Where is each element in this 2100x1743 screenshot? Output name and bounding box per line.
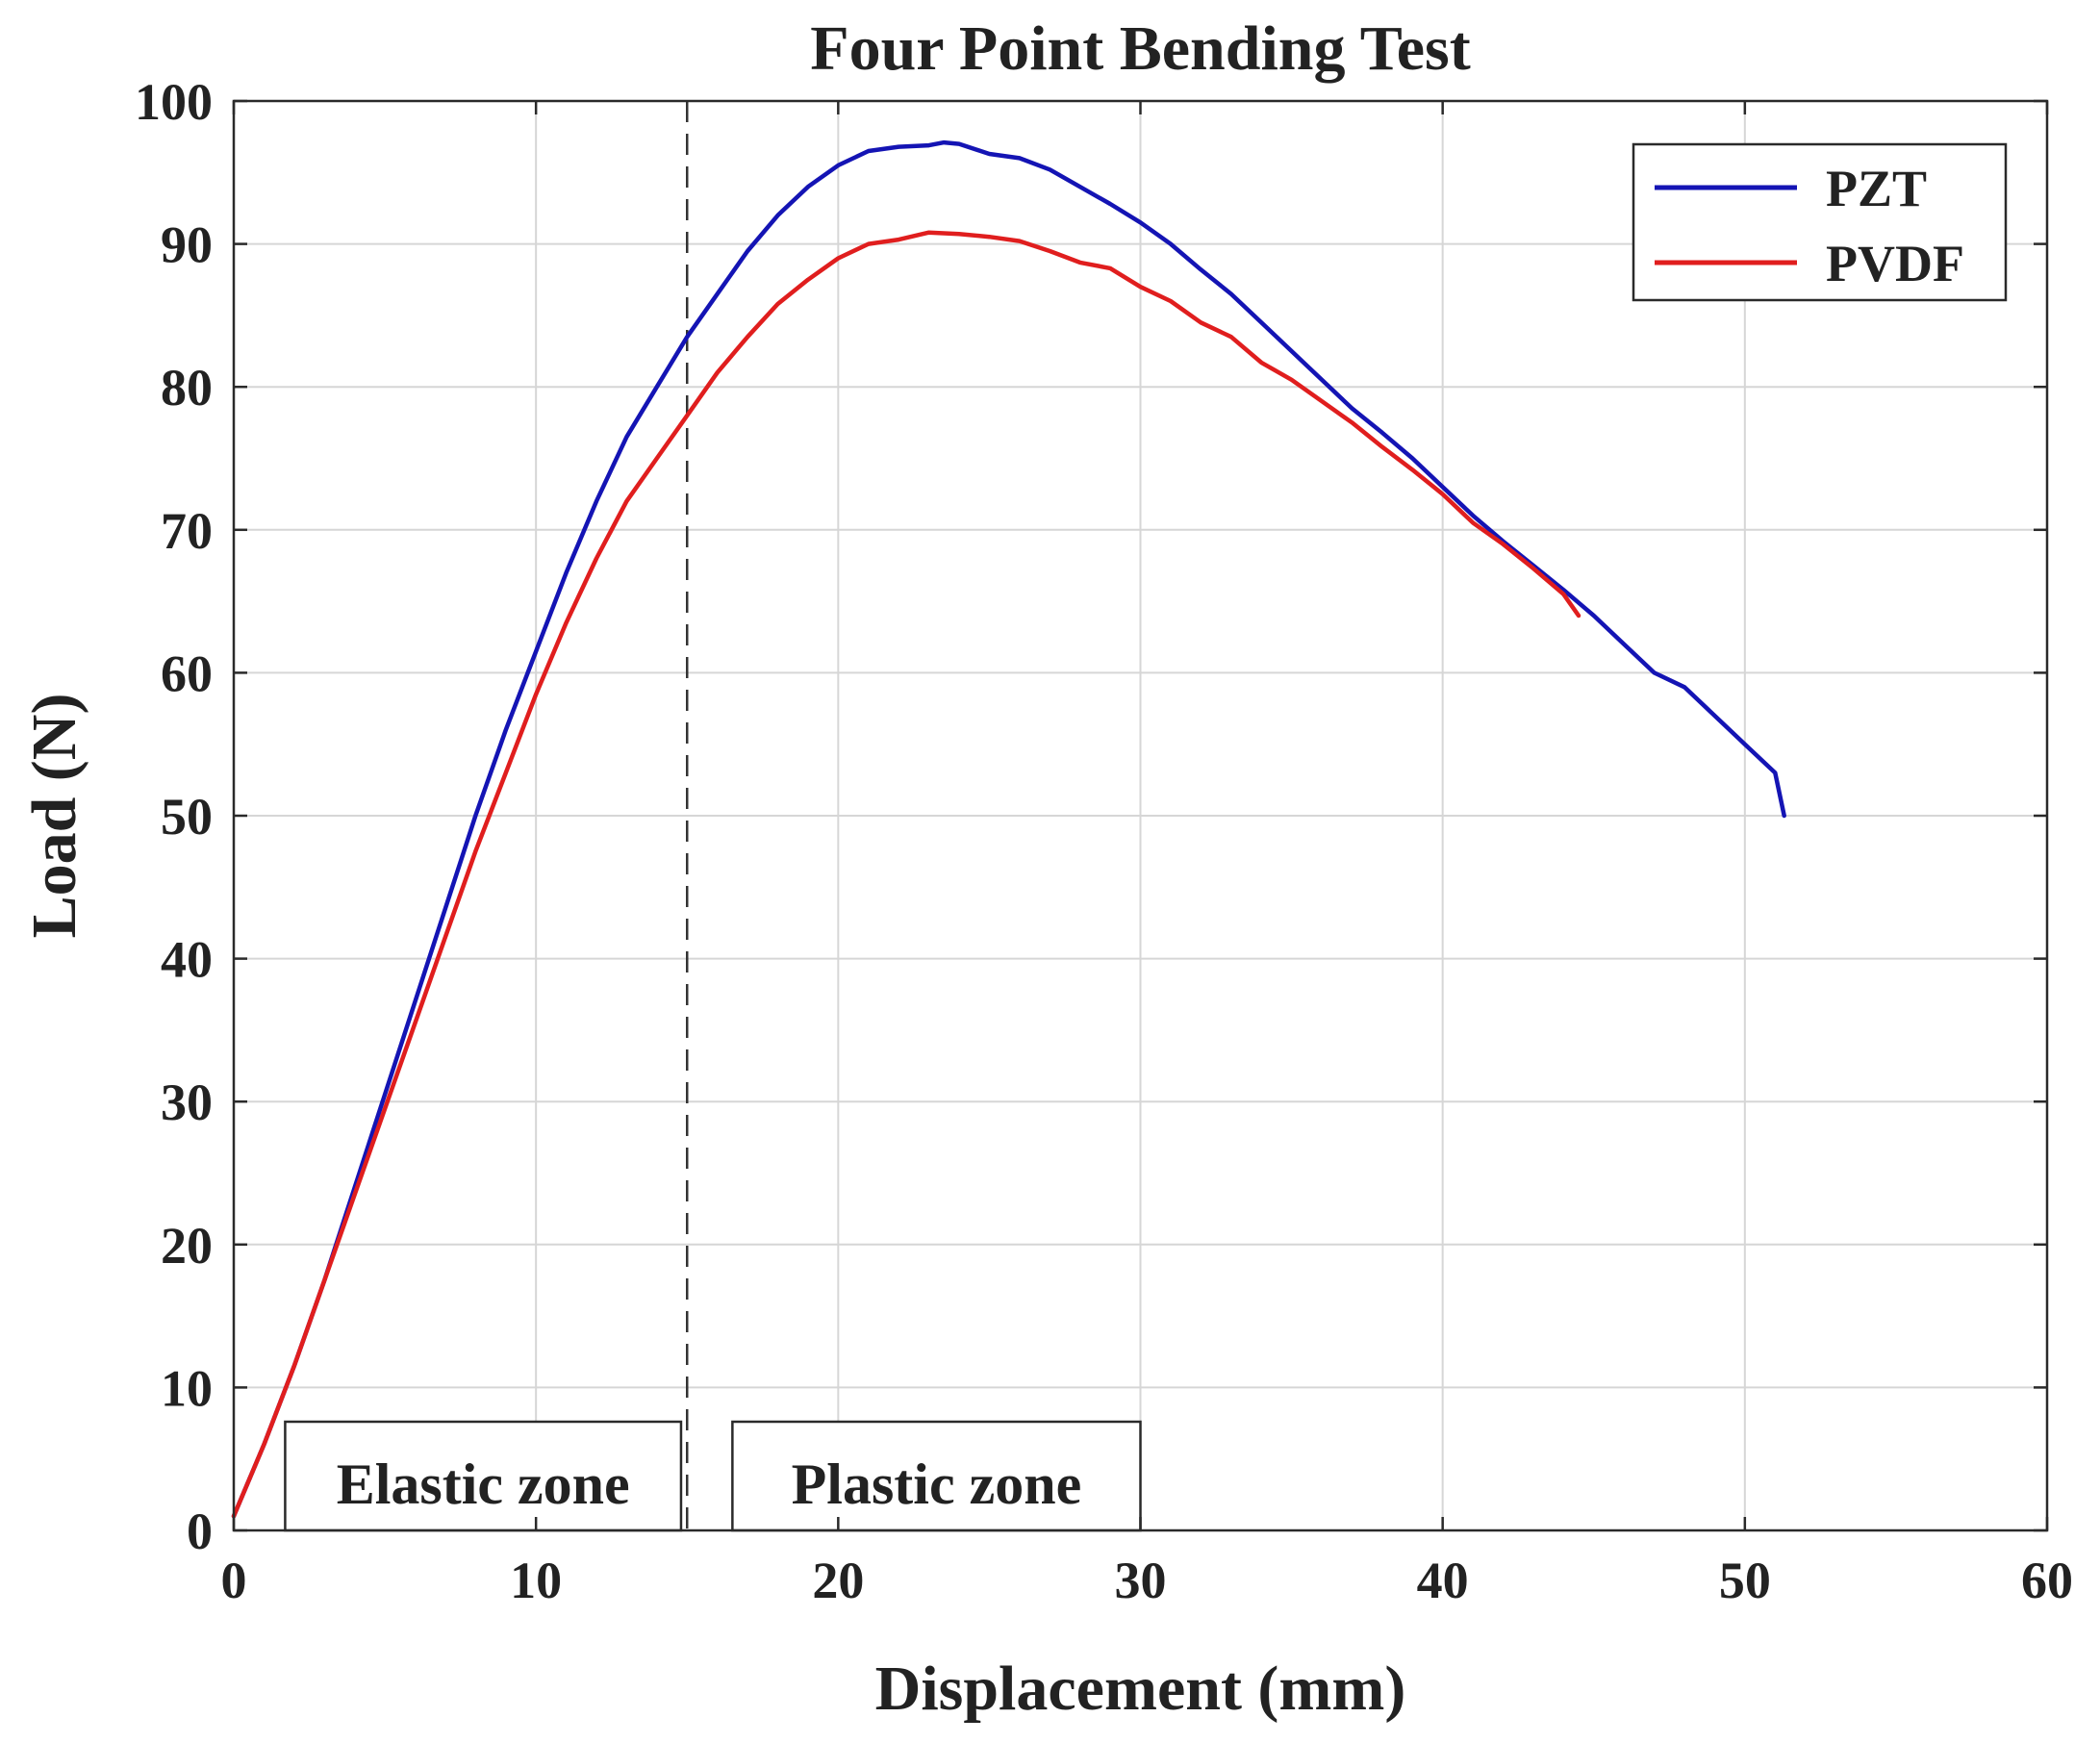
legend-label: PVDF [1826, 235, 1964, 292]
y-tick-label: 30 [161, 1074, 213, 1131]
zone-annotation: Plastic zone [731, 1420, 1142, 1532]
y-tick-label: 50 [161, 788, 213, 846]
x-tick-label: 30 [1115, 1552, 1167, 1609]
chart-title: Four Point Bending Test [810, 13, 1470, 84]
y-tick-label: 40 [161, 931, 213, 989]
zone-annotation: Elastic zone [284, 1420, 683, 1532]
y-axis-label: Load (N) [19, 694, 89, 939]
legend-item: PVDF [1655, 235, 1964, 292]
x-tick-label: 20 [812, 1552, 864, 1609]
y-tick-label: 60 [161, 644, 213, 702]
legend-item: PZT [1655, 160, 1927, 217]
series-line-pzt [231, 139, 1786, 1519]
grid [234, 101, 2047, 1530]
x-tick-label: 10 [510, 1552, 562, 1609]
legend-box [1632, 142, 2008, 302]
y-tick-label: 90 [161, 216, 213, 274]
series-layer [231, 139, 1786, 1519]
zone-box [731, 1420, 1142, 1532]
y-tick-label: 0 [187, 1503, 213, 1560]
zone-label: Plastic zone [792, 1452, 1082, 1516]
y-tick-label: 10 [161, 1359, 213, 1417]
series-line-pvdf [231, 230, 1581, 1519]
y-tick-label: 20 [161, 1217, 213, 1275]
legend: PZT PVDF [1632, 142, 2008, 302]
y-axis-ticks: 0 10 20 30 40 50 60 70 80 90 100 [135, 73, 2047, 1560]
y-tick-label: 70 [161, 502, 213, 560]
x-tick-label: 40 [1417, 1552, 1469, 1609]
x-axis-ticks: 0 10 20 30 40 50 60 [221, 101, 2073, 1609]
x-tick-label: 50 [1719, 1552, 1771, 1609]
x-tick-label: 60 [2021, 1552, 2073, 1609]
y-tick-label: 100 [135, 73, 213, 131]
legend-label: PZT [1826, 160, 1927, 217]
y-tick-label: 80 [161, 359, 213, 417]
zone-label: Elastic zone [337, 1452, 630, 1516]
x-axis-label: Displacement (mm) [875, 1654, 1406, 1724]
zone-annotations: Elastic zone Plastic zone [284, 1420, 1142, 1532]
x-tick-label: 0 [221, 1552, 247, 1609]
